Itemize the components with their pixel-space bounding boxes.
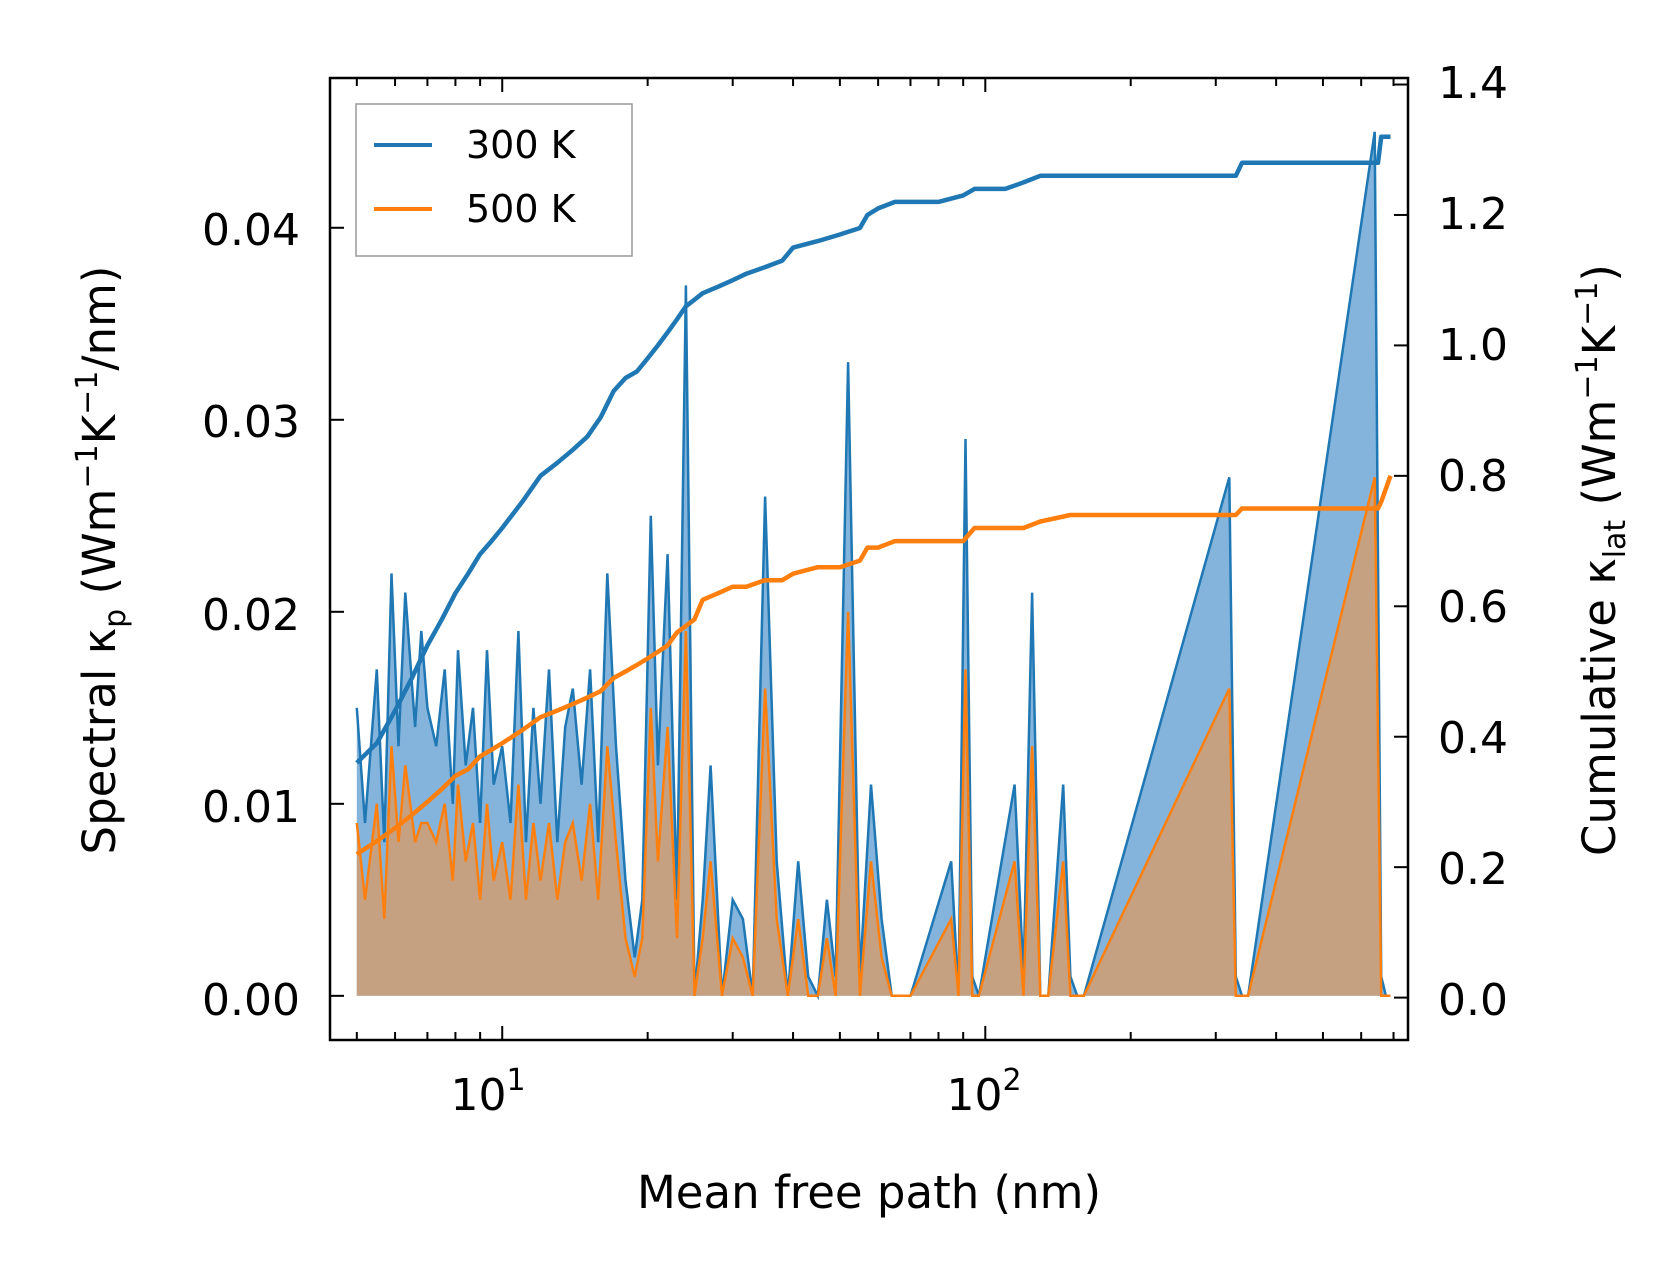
left-axis-title: Spectral κp (Wm−1K−1/nm) <box>70 266 133 855</box>
spectral-area-500k <box>356 477 1391 996</box>
left-tick-label: 0.02 <box>202 590 300 641</box>
plot-frame <box>328 76 1410 1042</box>
left-tick-label: 0.03 <box>202 397 300 448</box>
left-tick-label: 0.00 <box>202 975 300 1026</box>
x-tick-label-10: 101 <box>450 1063 525 1121</box>
right-tick-label: 0.6 <box>1438 582 1508 633</box>
right-tick-label: 0.8 <box>1438 451 1508 502</box>
legend-box <box>355 103 633 257</box>
left-tick-label: 0.01 <box>202 782 300 833</box>
legend-label-500k: 500 K <box>466 187 577 231</box>
left-tick-label: 0.04 <box>202 205 300 256</box>
right-axis-title: Cumulative κlat (Wm−1K−1) <box>1570 264 1633 856</box>
right-tick-label: 1.2 <box>1438 189 1508 240</box>
spectral-area-300k <box>356 131 1391 996</box>
right-tick-label: 0.0 <box>1438 975 1508 1026</box>
right-tick-label: 0.4 <box>1438 713 1508 764</box>
right-tick-label: 1.0 <box>1438 320 1508 371</box>
x-axis-title: Mean free path (nm) <box>637 1166 1101 1219</box>
spectral-line-500k <box>355 477 1391 998</box>
legend: 300 K 500 K <box>355 103 633 257</box>
spectral-line-300k <box>355 131 1391 1001</box>
right-tick-label: 0.2 <box>1438 844 1508 895</box>
legend-label-300k: 300 K <box>466 123 577 167</box>
x-tick-label-100: 102 <box>946 1063 1021 1121</box>
cumulative-line-300k <box>355 134 1391 765</box>
right-tick-label: 1.4 <box>1438 58 1508 109</box>
cumulative-line-500k <box>355 475 1393 856</box>
